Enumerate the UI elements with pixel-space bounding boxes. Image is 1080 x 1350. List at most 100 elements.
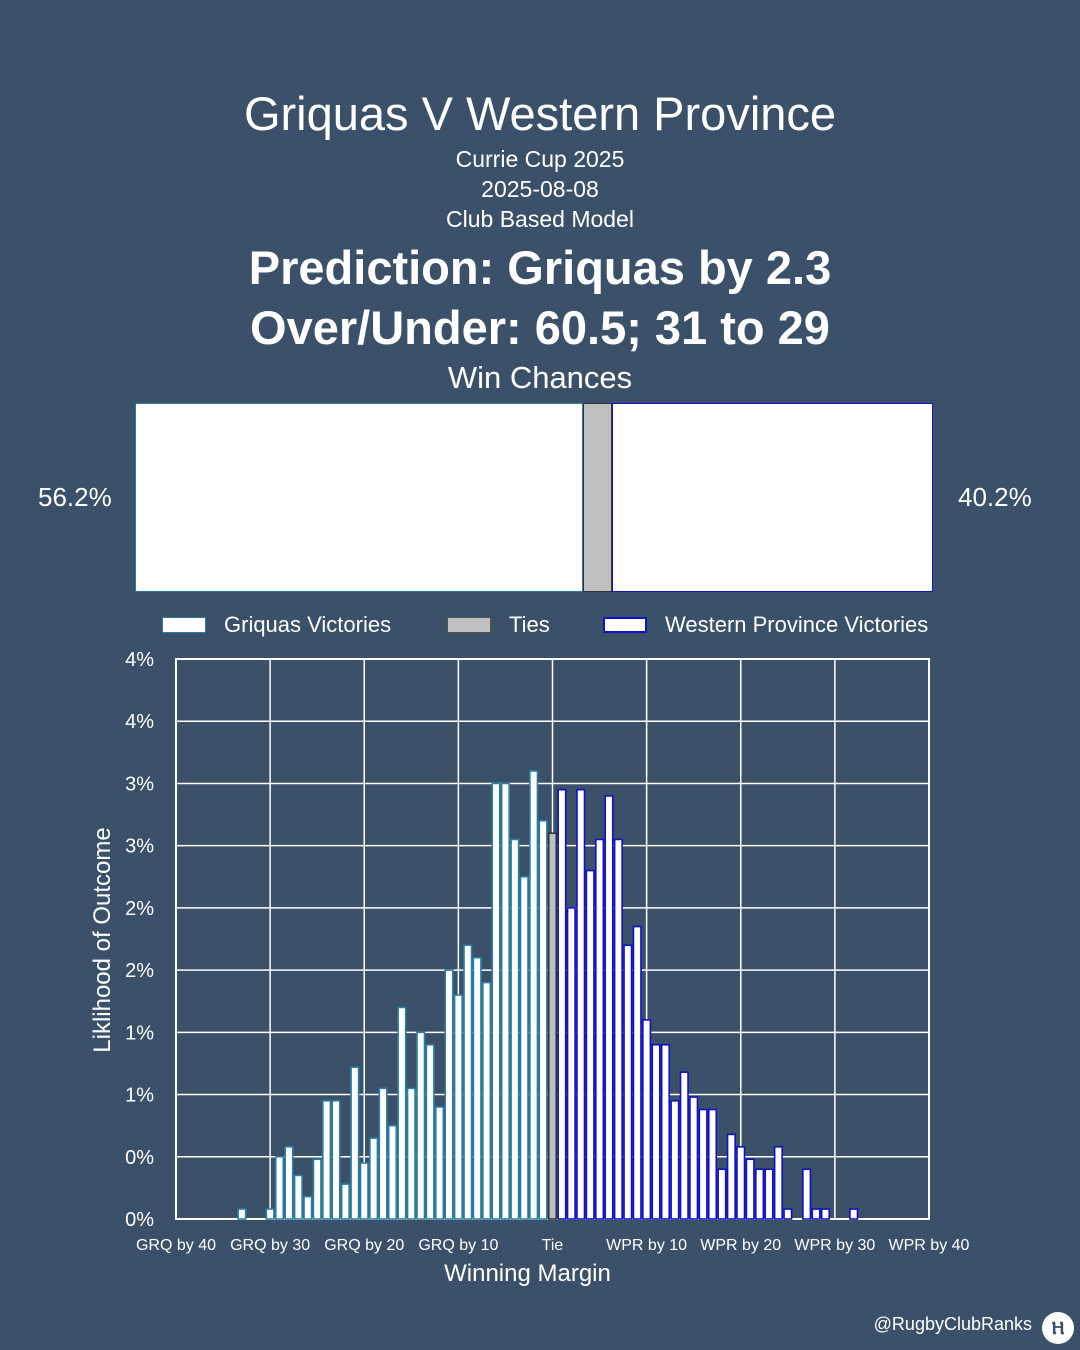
page-title: Griquas V Western Province [243,87,837,140]
model-label: Club Based Model [446,206,634,232]
griquas-win-segment [135,403,584,592]
legend-item-ties: Ties [447,612,550,638]
griquas-bar [434,1106,445,1220]
wp-bar [707,1108,718,1220]
griquas-bar [538,819,548,1220]
wp-bar [604,795,614,1220]
y-tick-label: 2% [125,960,154,982]
wp-bar [623,944,633,1220]
wp-bar [783,1208,793,1220]
win-chance-bar [135,403,933,592]
griquas-bar [293,1174,303,1220]
griquas-bar [397,1006,407,1220]
griquas-bar [406,1087,416,1220]
y-tick-label: 4% [125,711,154,733]
y-tick-label: 1% [125,1022,154,1044]
x-tick-label: WPR by 30 [794,1237,875,1254]
griquas-bar [416,1031,426,1220]
griquas-bar [519,875,529,1220]
wp-bar [755,1168,765,1220]
wp-bar [642,1019,652,1220]
legend-swatch-ties [447,617,491,633]
x-tick-label: WPR by 10 [606,1237,687,1254]
griquas-bar [350,1066,360,1220]
griquas-bar [491,782,501,1220]
legend-label-ties: Ties [509,612,550,637]
wp-bar [576,788,586,1220]
wp-bar [689,1096,699,1220]
x-tick-label: Tie [542,1237,564,1254]
griquas-bar [312,1158,322,1220]
griquas-win-pct: 56.2% [38,482,112,512]
wp-bar [773,1146,783,1220]
legend-swatch-wp [603,617,647,633]
griquas-bar [510,838,520,1220]
legend-item-griquas: Griquas Victories [162,612,391,638]
griquas-bar [303,1195,313,1220]
wp-bar [594,838,605,1220]
over-under-headline: Over/Under: 60.5; 31 to 29 [250,301,830,354]
wp-bar [764,1168,774,1220]
griquas-bar [387,1124,398,1220]
griquas-bar [322,1099,332,1220]
griquas-bar [482,981,492,1220]
griquas-bar [237,1208,247,1220]
wp-bar [698,1108,708,1220]
griquas-bar [463,944,473,1220]
griquas-bar [340,1183,350,1220]
margin-histogram: GRQ by 40 GRQ by 30 GRQ by 20 GRQ by 10 Tie W… [89,649,970,1287]
tie-bar [547,832,558,1220]
match-date: 2025-08-08 [481,176,599,202]
wp-bar [726,1133,736,1220]
wp-bar [566,907,576,1220]
wp-win-pct: 40.2% [958,482,1032,512]
x-tick-label: GRQ by 40 [136,1237,216,1254]
griquas-bar [444,969,454,1220]
y-tick-label: 0% [125,1209,154,1231]
tie-segment [583,403,613,592]
y-tick-label: 2% [125,898,154,920]
wp-bar [585,869,595,1220]
griquas-bar [369,1137,379,1220]
wp-bar [670,1099,680,1220]
legend-swatch-griquas [162,617,206,633]
y-tick-label: 1% [125,1085,154,1107]
competition-label: Currie Cup 2025 [455,146,625,172]
griquas-bar [472,956,482,1220]
legend-label-wp: Western Province Victories [665,612,929,637]
griquas-bar [331,1099,341,1220]
griquas-bar [284,1146,294,1220]
x-tick-label: GRQ by 10 [418,1237,498,1254]
griquas-bar [500,782,511,1220]
wp-bar [660,1043,671,1220]
x-tick-label: GRQ by 20 [324,1237,404,1254]
wp-bar [802,1168,812,1220]
x-tick-label: GRQ by 30 [230,1237,310,1254]
wp-win-segment [612,403,933,592]
y-tick-label: 3% [125,836,154,858]
griquas-bar [425,1043,435,1220]
wp-bar [820,1208,831,1220]
y-tick-label: 0% [125,1147,154,1169]
x-tick-label: WPR by 40 [889,1237,970,1254]
wp-bar [651,1043,661,1220]
wp-bar [679,1071,689,1220]
griquas-bar [529,770,539,1220]
wp-bar [811,1208,821,1220]
legend-label-griquas: Griquas Victories [224,612,392,637]
wp-bar [745,1158,755,1220]
wp-bar [736,1146,746,1220]
griquas-bar [378,1087,388,1220]
griquas-bar [274,1155,285,1220]
chart-legend: Griquas Victories Ties Western Province … [0,612,1080,642]
wp-bar [613,838,623,1220]
legend-item-wp: Western Province Victories [603,612,928,638]
wp-bar [632,925,642,1220]
griquas-bar [265,1208,275,1220]
y-tick-label: 3% [125,773,154,795]
wp-bar [557,788,567,1220]
rugby-posts-icon: Ⲏ [1042,1312,1074,1344]
x-axis-label: Winning Margin [444,1260,611,1287]
griquas-bar [359,1162,369,1220]
y-tick-label: 4% [125,649,154,671]
